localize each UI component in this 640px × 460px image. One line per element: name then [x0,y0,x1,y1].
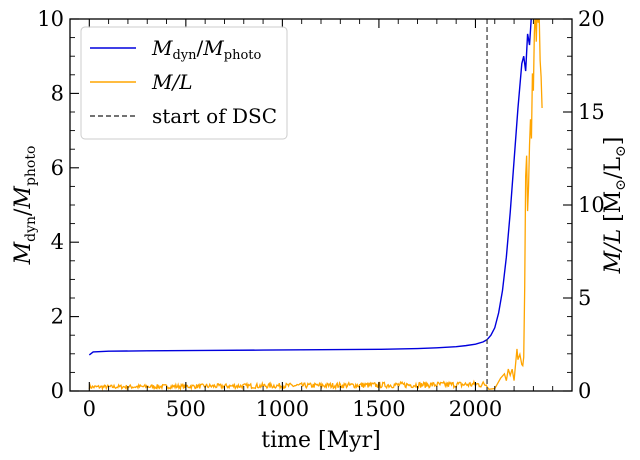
y-tick-label-right: 10 [578,193,605,217]
x-tick-label: 500 [166,397,206,421]
legend-entry-dsc: start of DSC [152,104,277,128]
legend-entry-ml: M/L [151,70,193,94]
y-tick-label-right: 0 [578,379,591,403]
x-axis-label: time [Myr] [261,428,380,453]
legend: Mdyn/Mphoto M/L start of DSC [80,26,288,140]
y-tick-label-left: 10 [37,7,64,31]
y-tick-label-left: 4 [51,230,64,254]
y-tick-label-right: 15 [578,100,605,124]
y-tick-label-left: 2 [51,305,64,329]
x-tick-label: 0 [83,397,96,421]
y-tick-label-left: 6 [51,156,64,180]
y-tick-label-right: 20 [578,7,605,31]
x-tick-label: 1000 [256,397,309,421]
legend-entry-mdyn: Mdyn/Mphoto [151,36,262,63]
legend-box [80,26,288,140]
x-tick-label: 1500 [352,397,405,421]
y-tick-label-right: 5 [578,286,591,310]
y-tick-label-left: 8 [51,81,64,105]
series-layer [88,19,543,391]
y-axis-label-right: M/L [M⊙/L⊙] [601,137,629,275]
series-ml-line [88,19,543,391]
ticks-layer: 0 500 1000 1500 2000 0 2 4 6 8 10 0 5 10 15 20 [37,7,604,421]
y-axis-label-left: Mdyn/Mphoto [11,146,39,266]
x-tick-label: 2000 [449,397,502,421]
y-tick-label-left: 0 [51,379,64,403]
